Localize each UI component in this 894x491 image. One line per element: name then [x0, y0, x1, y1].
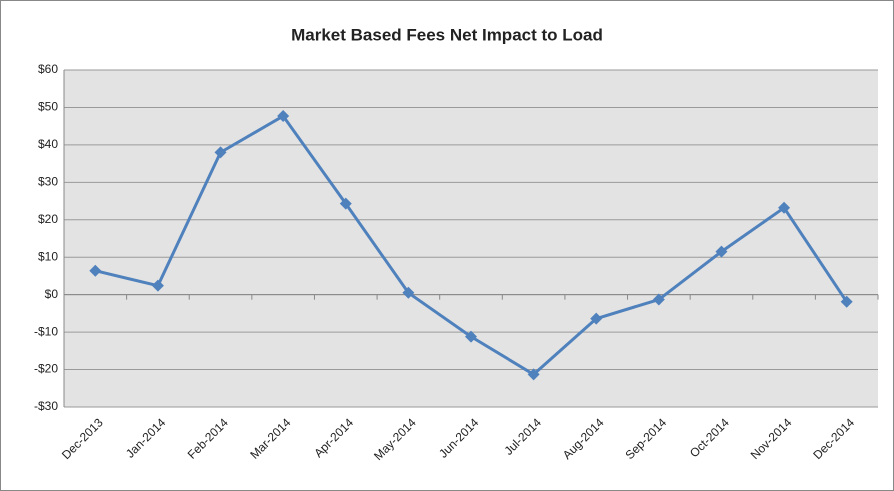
- data-point: [465, 330, 477, 343]
- y-tick-label: $40: [38, 137, 58, 151]
- y-tick-label: $0: [45, 287, 59, 301]
- data-point: [527, 368, 540, 381]
- y-tick-label: -$20: [34, 362, 58, 376]
- data-point: [590, 312, 603, 325]
- data-point: [652, 293, 665, 306]
- data-point: [402, 286, 415, 299]
- data-point: [339, 197, 352, 210]
- data-point: [214, 146, 227, 159]
- data-point: [715, 245, 728, 258]
- y-tick-label: $50: [38, 100, 58, 114]
- y-tick-label: $30: [38, 175, 58, 189]
- chart-title: Market Based Fees Net Impact to Load: [291, 25, 603, 44]
- data-point: [778, 201, 791, 214]
- data-point: [840, 295, 853, 308]
- y-tick-label: $60: [38, 62, 58, 76]
- data-point: [151, 279, 164, 292]
- data-point: [277, 110, 290, 123]
- y-tick-label: -$10: [34, 324, 58, 338]
- plot-area: [64, 70, 878, 407]
- y-tick-label: $20: [38, 212, 58, 226]
- y-tick-label: $10: [38, 249, 58, 263]
- y-tick-label: -$30: [34, 399, 58, 413]
- data-point: [89, 264, 102, 277]
